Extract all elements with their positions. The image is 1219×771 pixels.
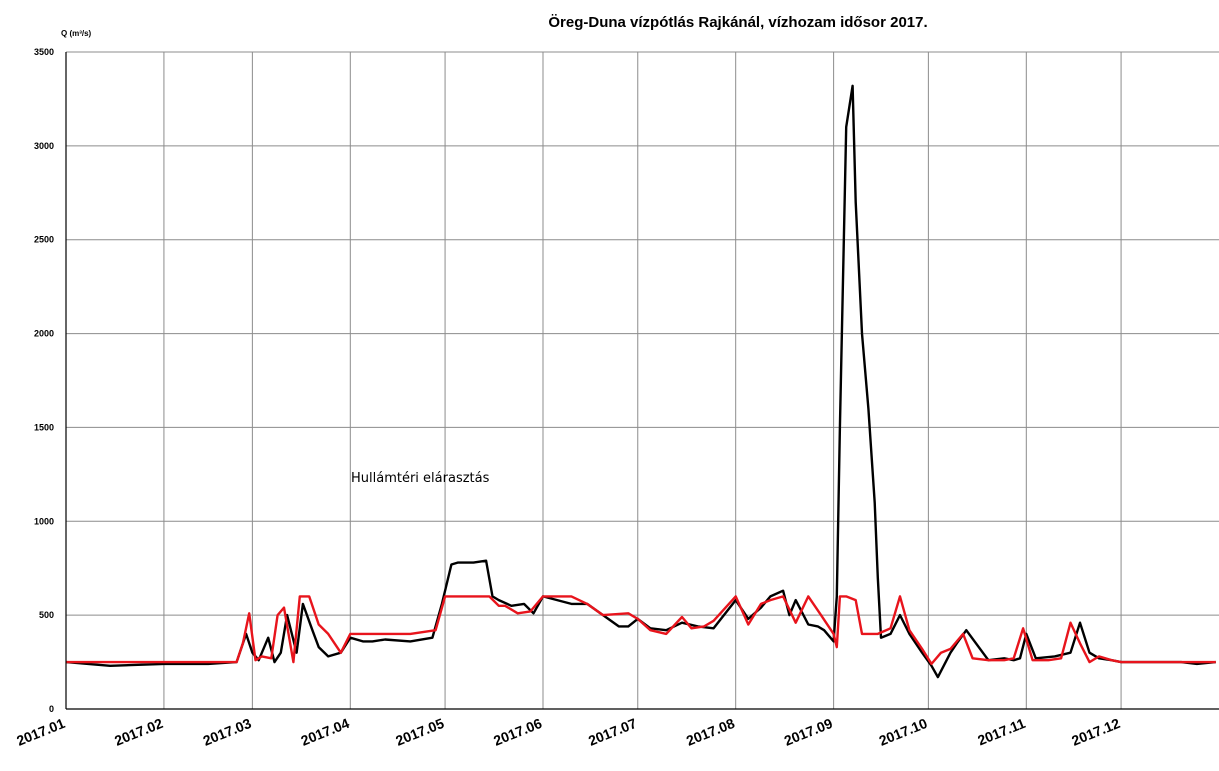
series-line-red <box>66 595 1216 666</box>
y-tick-label: 1500 <box>34 422 54 432</box>
y-tick-label: 2000 <box>34 329 54 339</box>
y-axis-label: Q (m³/s) <box>61 29 92 38</box>
y-tick-label: 1000 <box>34 516 54 526</box>
y-tick-label: 0 <box>49 704 54 714</box>
chart-title: Öreg-Duna vízpótlás Rajkánál, vízhozam i… <box>548 14 927 31</box>
annotation-flood: Hullámtéri elárasztás <box>351 471 490 486</box>
y-tick-label: 2500 <box>34 235 54 245</box>
y-axis-ticks: 0 500 1000 1500 2000 2500 3000 3500 <box>34 47 54 714</box>
series-line-black <box>65 84 1216 679</box>
y-tick-label: 3500 <box>34 47 54 57</box>
series-lines <box>65 84 1216 679</box>
y-tick-label: 3000 <box>34 141 54 151</box>
y-tick-label: 500 <box>39 610 54 620</box>
